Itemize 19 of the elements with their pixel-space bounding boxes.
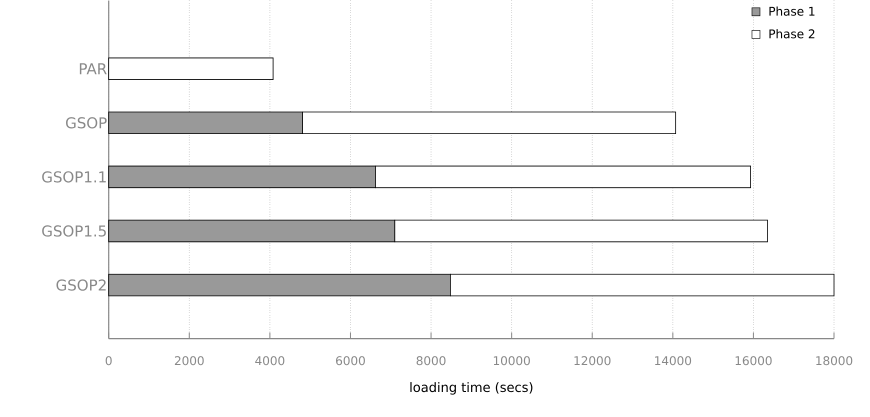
- x-tick-label: 18000: [816, 356, 852, 366]
- x-tick-label: 12000: [574, 356, 611, 366]
- x-tick-label: 10000: [494, 356, 530, 366]
- y-tick-label: GSOP2: [56, 280, 106, 291]
- x-tick-label: 6000: [336, 356, 365, 366]
- y-tick-label: PAR: [80, 63, 107, 74]
- legend-label: Phase 2: [769, 29, 814, 39]
- bar: [108, 58, 274, 80]
- x-tick-label: 14000: [655, 356, 692, 366]
- y-tick-label: GSOP: [66, 117, 107, 129]
- legend-label: Phase 1: [769, 6, 814, 16]
- y-tick-label: GSOP1.5: [42, 226, 106, 237]
- x-tick-label: 16000: [736, 356, 772, 366]
- x-tick-label: 0: [106, 356, 112, 366]
- y-tick-label: GSOP1.1: [42, 171, 106, 183]
- x-axis-title: loading time (secs): [410, 382, 532, 395]
- x-tick-label: 2000: [174, 356, 204, 366]
- x-tick-label: 4000: [255, 356, 284, 366]
- x-tick-label: 8000: [416, 356, 446, 366]
